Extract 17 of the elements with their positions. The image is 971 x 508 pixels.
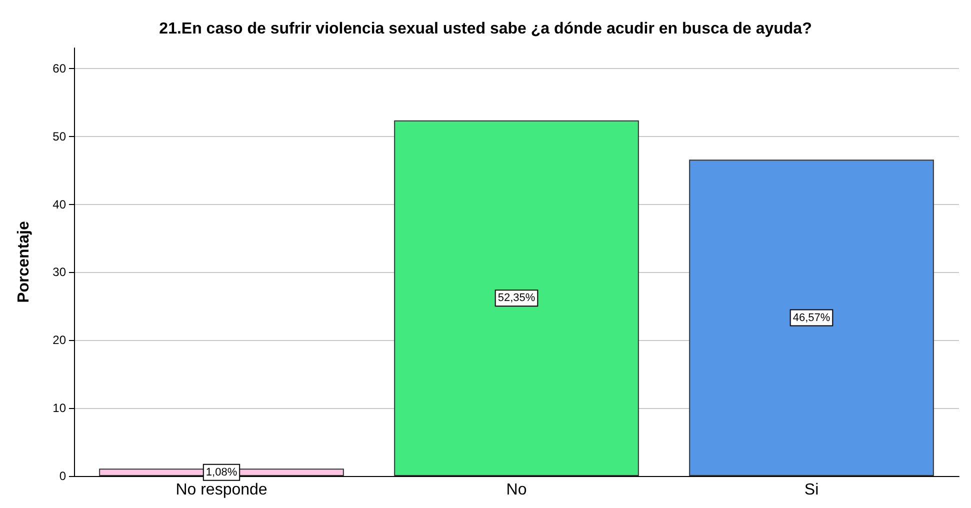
y-tick-label: 0 <box>59 469 66 483</box>
bar <box>394 120 639 476</box>
x-tick-label: No responde <box>176 482 268 498</box>
y-tick-label: 50 <box>52 129 66 144</box>
y-axis-title: Porcentaje <box>16 220 32 303</box>
y-tick-label: 30 <box>52 265 66 280</box>
y-tick-label: 20 <box>52 333 66 348</box>
data-label: 52,35% <box>498 292 536 304</box>
y-tick-label: 40 <box>52 197 66 212</box>
y-tick-label: 10 <box>52 401 66 416</box>
y-tick-label: 60 <box>52 61 66 76</box>
x-tick-label: No <box>506 482 527 498</box>
chart-title: 21.En caso de sufrir violencia sexual usted sabe ¿a dónde acudir en busca de ayuda? <box>159 20 812 38</box>
data-label: 46,57% <box>792 312 830 324</box>
data-label: 1,08% <box>206 466 238 478</box>
bar <box>689 160 934 476</box>
x-tick-label: Si <box>804 482 819 498</box>
